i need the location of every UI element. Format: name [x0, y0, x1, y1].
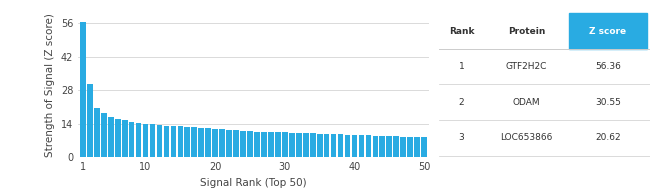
Bar	[129, 122, 135, 157]
Bar	[150, 124, 155, 157]
Bar	[226, 130, 232, 157]
Bar	[185, 127, 190, 157]
Text: LOC653866: LOC653866	[500, 133, 552, 142]
Bar	[338, 134, 343, 157]
Bar	[408, 137, 413, 157]
Bar	[136, 123, 142, 157]
Text: ODAM: ODAM	[513, 98, 540, 107]
Bar	[380, 136, 385, 157]
Bar	[317, 134, 322, 157]
Bar	[205, 128, 211, 157]
Bar	[344, 135, 350, 157]
Bar	[164, 126, 169, 157]
Bar	[198, 128, 204, 157]
Bar	[80, 22, 86, 157]
Bar	[324, 134, 330, 157]
Bar	[414, 137, 420, 157]
Bar	[108, 117, 114, 157]
Bar	[303, 133, 309, 157]
Text: GTF2H2C: GTF2H2C	[506, 62, 547, 71]
Text: 20.62: 20.62	[595, 133, 621, 142]
Bar	[387, 136, 392, 157]
Bar	[247, 131, 253, 157]
Bar	[393, 136, 399, 157]
Text: 56.36: 56.36	[595, 62, 621, 71]
Bar	[261, 132, 266, 157]
Bar	[275, 132, 281, 157]
Text: 3: 3	[459, 133, 464, 142]
Bar	[310, 133, 315, 157]
Bar	[157, 125, 162, 157]
Text: 30.55: 30.55	[595, 98, 621, 107]
X-axis label: Signal Rank (Top 50): Signal Rank (Top 50)	[200, 178, 307, 188]
Bar	[87, 84, 93, 157]
Text: 1: 1	[459, 62, 464, 71]
Bar	[213, 129, 218, 157]
Bar	[400, 137, 406, 157]
Bar	[268, 132, 274, 157]
Y-axis label: Strength of Signal (Z score): Strength of Signal (Z score)	[46, 13, 55, 157]
Bar	[219, 129, 225, 157]
Bar	[192, 127, 197, 157]
Bar	[372, 136, 378, 157]
Text: Rank: Rank	[448, 27, 474, 36]
Bar	[296, 133, 302, 157]
Bar	[233, 130, 239, 157]
Bar	[94, 108, 99, 157]
Text: 2: 2	[459, 98, 464, 107]
Bar	[289, 133, 294, 157]
Bar	[240, 131, 246, 157]
Bar	[365, 135, 371, 157]
Bar	[352, 135, 358, 157]
Bar	[331, 134, 337, 157]
Bar	[170, 126, 176, 157]
Bar	[115, 119, 120, 157]
Text: Z score: Z score	[589, 27, 627, 36]
Bar	[282, 132, 288, 157]
Text: Protein: Protein	[508, 27, 545, 36]
Bar	[101, 113, 107, 157]
Bar	[143, 124, 148, 157]
Bar	[359, 135, 364, 157]
Bar	[122, 120, 127, 157]
Bar	[177, 127, 183, 157]
Bar	[421, 137, 427, 157]
Bar	[254, 132, 260, 157]
